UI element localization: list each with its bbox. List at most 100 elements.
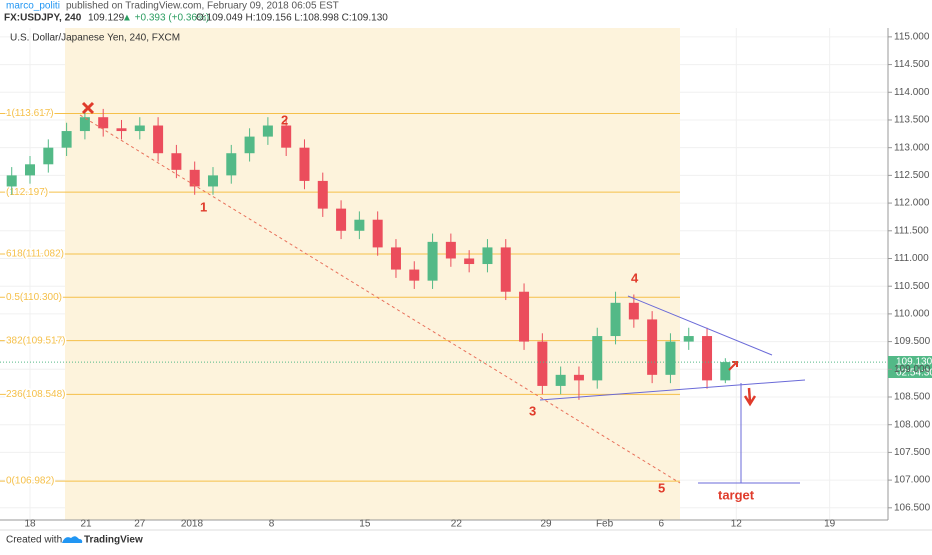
fib-label: (112.197) <box>6 187 48 198</box>
y-tick-label: 107.000 <box>894 475 931 486</box>
candle-body <box>6 175 17 187</box>
candle-body <box>153 125 164 154</box>
candle-body <box>409 269 420 281</box>
candle-body <box>647 319 658 375</box>
x-tick-label: 19 <box>824 519 836 530</box>
fib-label: 1(113.617) <box>6 108 54 119</box>
candle-body <box>683 336 694 342</box>
candle-body <box>628 302 639 320</box>
y-tick-label: 109.500 <box>894 336 931 347</box>
wave-label: 2 <box>281 112 288 127</box>
candle-body <box>281 125 292 148</box>
y-tick-label: 115.000 <box>894 32 930 43</box>
y-tick-label: 112.000 <box>894 198 930 209</box>
legend: U.S. Dollar/Japanese Yen, 240, FXCM <box>10 33 180 44</box>
y-tick-label: 110.500 <box>894 281 930 292</box>
candle-body <box>134 125 145 132</box>
wave-label: 5 <box>658 480 665 495</box>
fib-label: 236(108.548) <box>6 389 66 400</box>
fib-zone <box>65 28 680 520</box>
logo <box>62 536 83 543</box>
candle-body <box>519 291 530 342</box>
fib-label: 0(106.982) <box>6 476 54 487</box>
x-tick-label: 21 <box>80 519 92 530</box>
y-tick-label: 111.500 <box>894 225 929 236</box>
candle-body <box>354 219 365 231</box>
candle-body <box>702 336 713 381</box>
x-tick-label: 18 <box>24 519 36 530</box>
last-price-label: 109.130 <box>896 357 932 368</box>
fib-label: 618(111.082) <box>6 249 64 260</box>
candle-body <box>500 247 511 292</box>
last: 109.129 <box>88 13 125 24</box>
y-tick-label: 110.000 <box>894 309 930 320</box>
y-tick-label: 109.000 <box>894 364 931 375</box>
footer-created: Created with <box>6 535 62 546</box>
y-tick-label: 114.000 <box>894 87 930 98</box>
arrow-up <box>728 361 738 371</box>
x-tick-label: 22 <box>451 519 463 530</box>
fib-label: 382(109.517) <box>6 335 66 346</box>
wave-label: 4 <box>631 270 639 285</box>
y-tick-label: 106.500 <box>894 502 931 513</box>
y-tick-label: 111.000 <box>894 253 929 264</box>
candle-body <box>79 117 90 132</box>
wave-label: 1 <box>200 199 207 214</box>
candle-body <box>573 374 584 381</box>
ohlc: O:109.049 H:109.156 L:108.998 C:109.130 <box>196 13 388 24</box>
author: marco_politi <box>6 1 60 12</box>
candle-body <box>244 136 255 154</box>
candle-body <box>464 258 475 265</box>
candle-body <box>390 247 401 270</box>
x-tick-label: Feb <box>596 519 614 530</box>
y-tick-label: 114.500 <box>894 59 930 70</box>
candle-body <box>61 131 72 148</box>
candle-body <box>336 208 347 231</box>
candle-body <box>116 128 127 132</box>
candle-body <box>445 241 456 259</box>
x-tick-label: 27 <box>134 519 146 530</box>
y-tick-label: 108.000 <box>894 419 931 430</box>
y-tick-label: 107.500 <box>894 447 931 458</box>
candle-body <box>610 302 621 337</box>
x-tick-label: 6 <box>659 519 665 530</box>
x-tick-label: 29 <box>540 519 552 530</box>
fib-label: 0.5(110.300) <box>6 292 62 303</box>
candle-body <box>555 374 566 386</box>
candle-body <box>189 169 200 187</box>
change: ▲ +0.393 (+0.36%) <box>122 13 209 24</box>
x-tick-label: 15 <box>359 519 371 530</box>
candle-body <box>98 117 109 129</box>
candle-body <box>226 153 237 176</box>
countdown: 02:54:30 <box>896 368 932 379</box>
fib-group: 1(113.617) (112.197) 618(111.082) 0.5(110.3… <box>0 107 680 488</box>
candles <box>6 108 731 400</box>
published: published on TradingView.com, February 0… <box>66 1 339 12</box>
x-tick-label: 2018 <box>181 519 204 530</box>
price-badge <box>888 356 932 378</box>
y-tick-label: 113.500 <box>894 115 930 126</box>
x-tick-label: 12 <box>731 519 743 530</box>
candle-body <box>427 241 438 281</box>
candle-body <box>720 362 731 381</box>
candle-body <box>43 147 54 165</box>
candle-body <box>537 341 548 386</box>
x-mark <box>81 101 95 115</box>
candle-body <box>207 175 218 187</box>
candle-body <box>171 153 182 170</box>
arrow-down <box>743 387 757 407</box>
candle-body <box>25 164 36 176</box>
wave-label: 3 <box>529 403 536 418</box>
candle-body <box>592 336 603 381</box>
y-tick-label: 108.500 <box>894 392 931 403</box>
symbol: FX:USDJPY, 240 <box>4 13 82 24</box>
triangle-upper <box>627 295 773 356</box>
y-tick-label: 113.000 <box>894 142 930 153</box>
candle-body <box>262 125 273 137</box>
candle-body <box>482 247 493 265</box>
candle-body <box>372 219 383 248</box>
footer-brand: TradingView <box>84 535 143 546</box>
target-label: target <box>718 487 755 502</box>
y-tick-label: 112.500 <box>894 170 930 181</box>
